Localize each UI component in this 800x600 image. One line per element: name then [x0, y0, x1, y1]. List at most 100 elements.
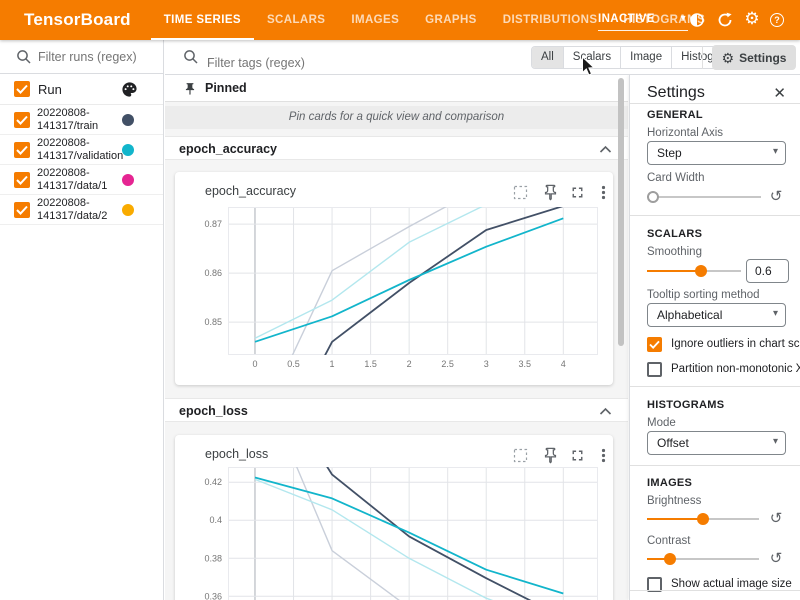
pin-icon[interactable] — [542, 447, 559, 464]
svg-text:2: 2 — [407, 359, 412, 369]
smoothing-slider[interactable] — [647, 265, 741, 277]
chevron-up-icon[interactable] — [599, 145, 612, 154]
app-logo: TensorBoard — [24, 10, 131, 29]
tab-time-series[interactable]: TIME SERIES — [150, 0, 254, 40]
brightness-label: Brightness — [647, 495, 702, 507]
tab-scalars[interactable]: SCALARS — [266, 14, 326, 26]
images-heading: IMAGES — [647, 477, 693, 489]
run-checkbox-data-1[interactable] — [14, 172, 30, 188]
histogram-mode-value: Offset — [657, 436, 689, 450]
panel-divider — [630, 386, 800, 387]
section-header-epoch-loss[interactable]: epoch_loss — [165, 398, 628, 422]
close-icon[interactable]: ✕ — [773, 85, 786, 102]
filter-all-button[interactable]: All — [532, 47, 564, 68]
more-options-icon[interactable] — [595, 447, 612, 464]
histograms-heading: HISTOGRAMS — [647, 399, 725, 411]
tooltip-sorting-label: Tooltip sorting method — [647, 289, 760, 301]
reset-icon[interactable]: ↺ — [769, 188, 783, 205]
run-checkbox-train[interactable] — [14, 112, 30, 128]
svg-text:0.4: 0.4 — [209, 515, 222, 525]
reset-icon[interactable]: ↺ — [769, 510, 783, 527]
svg-text:4: 4 — [561, 359, 566, 369]
run-checkbox-data-2[interactable] — [14, 202, 30, 218]
brightness-slider[interactable] — [647, 513, 759, 525]
section-title: epoch_loss — [179, 404, 248, 418]
smoothing-label: Smoothing — [647, 246, 702, 258]
ignore-outliers-checkbox[interactable] — [647, 337, 662, 352]
tag-filter-input[interactable] — [207, 46, 467, 80]
run-name: 20220808-141317/data/2 — [37, 197, 108, 222]
tab-images[interactable]: IMAGES — [351, 14, 400, 26]
search-icon — [17, 50, 31, 64]
refresh-icon[interactable] — [717, 12, 733, 28]
status-dropdown[interactable]: INACTIVE ▾ — [598, 9, 688, 31]
horizontal-axis-value: Step — [657, 146, 682, 160]
run-filter-input[interactable] — [38, 40, 153, 73]
search-icon — [184, 50, 198, 64]
tab-histograms[interactable]: HISTOGRAMS — [623, 14, 706, 26]
filter-image-button[interactable]: Image — [621, 47, 673, 68]
tooltip-sorting-value: Alphabetical — [657, 308, 723, 322]
run-name: 20220808-141317/train — [37, 107, 99, 132]
show-actual-size-checkbox[interactable] — [647, 577, 662, 592]
scalars-heading: SCALARS — [647, 228, 703, 240]
main-scrollbar-thumb[interactable] — [618, 78, 624, 346]
svg-text:2.5: 2.5 — [441, 359, 454, 369]
horizontal-axis-select[interactable]: Step ▾ — [647, 141, 786, 165]
tab-distributions[interactable]: DISTRIBUTIONS — [502, 14, 598, 26]
partition-x-axis-text: Partition non-monotonic X axis — [671, 363, 800, 375]
section-header-epoch-accuracy[interactable]: epoch_accuracy — [165, 136, 628, 160]
help-icon[interactable]: ? — [770, 13, 784, 27]
pin-icon[interactable] — [542, 184, 559, 201]
run-color-dot — [122, 204, 134, 216]
ignore-outliers-label: Ignore outliers in chart scaling — [671, 338, 800, 350]
more-options-icon[interactable] — [595, 184, 612, 201]
run-select-all-checkbox[interactable] — [14, 81, 30, 97]
theme-brightness-icon[interactable] — [689, 12, 705, 28]
fullscreen-icon[interactable] — [569, 447, 586, 464]
gear-icon[interactable]: ⚙ — [744, 9, 760, 28]
svg-text:3.5: 3.5 — [519, 359, 532, 369]
panel-divider — [630, 590, 800, 591]
filter-scalars-button[interactable]: Scalars — [563, 47, 622, 68]
histogram-mode-select[interactable]: Offset ▾ — [647, 431, 786, 455]
gear-icon: ⚙ — [721, 49, 735, 66]
run-row-data-1[interactable]: 20220808-141317/data/1 — [0, 165, 163, 195]
card-width-slider[interactable] — [647, 191, 761, 203]
card-title: epoch_accuracy — [205, 184, 297, 198]
run-checkbox-validation[interactable] — [14, 142, 30, 158]
contrast-slider[interactable] — [647, 553, 759, 565]
fullscreen-icon[interactable] — [569, 184, 586, 201]
run-row-train[interactable]: 20220808-141317/train — [0, 105, 163, 135]
run-name: 20220808-141317/validation — [37, 137, 124, 162]
svg-text:3: 3 — [484, 359, 489, 369]
fit-to-domain-icon[interactable] — [512, 447, 529, 464]
svg-text:0.38: 0.38 — [204, 553, 222, 563]
run-row-data-2[interactable]: 20220808-141317/data/2 — [0, 195, 163, 225]
partition-x-axis-checkbox[interactable] — [647, 362, 662, 377]
settings-panel-title: Settings — [647, 84, 705, 101]
smoothing-value-box[interactable]: 0.6 — [746, 259, 789, 283]
run-column-label: Run — [38, 82, 62, 97]
tooltip-sorting-select[interactable]: Alphabetical ▾ — [647, 303, 786, 327]
status-value: INACTIVE — [598, 13, 655, 25]
run-color-dot — [122, 114, 134, 126]
chevron-down-icon: ▾ — [772, 308, 778, 319]
cards-scroll-area[interactable]: Pinned Pin cards for a quick view and co… — [165, 75, 628, 600]
svg-text:0.36: 0.36 — [204, 591, 222, 600]
epoch-loss-chart[interactable]: 0.36 0.38 0.4 0.42 — [195, 467, 605, 600]
reset-icon[interactable]: ↺ — [769, 550, 783, 567]
fit-to-domain-icon[interactable] — [512, 184, 529, 201]
run-color-dot — [122, 174, 134, 186]
panel-divider — [630, 103, 800, 104]
epoch-accuracy-chart[interactable]: 0.85 0.86 0.87 0 0.5 1 1.5 2 2.5 3 3.5 4 — [195, 207, 605, 373]
palette-icon[interactable] — [121, 81, 138, 98]
run-row-validation[interactable]: 20220808-141317/validation — [0, 135, 163, 165]
runs-sidebar: Run 20220808-141317/train 20220808-14131… — [0, 40, 164, 600]
pinned-label: Pinned — [205, 81, 247, 95]
pinned-hint-banner: Pin cards for a quick view and compariso… — [165, 106, 628, 129]
horizontal-axis-label: Horizontal Axis — [647, 127, 724, 139]
tab-graphs[interactable]: GRAPHS — [425, 14, 477, 26]
chevron-up-icon[interactable] — [599, 407, 612, 416]
settings-button[interactable]: ⚙ Settings — [712, 45, 796, 70]
